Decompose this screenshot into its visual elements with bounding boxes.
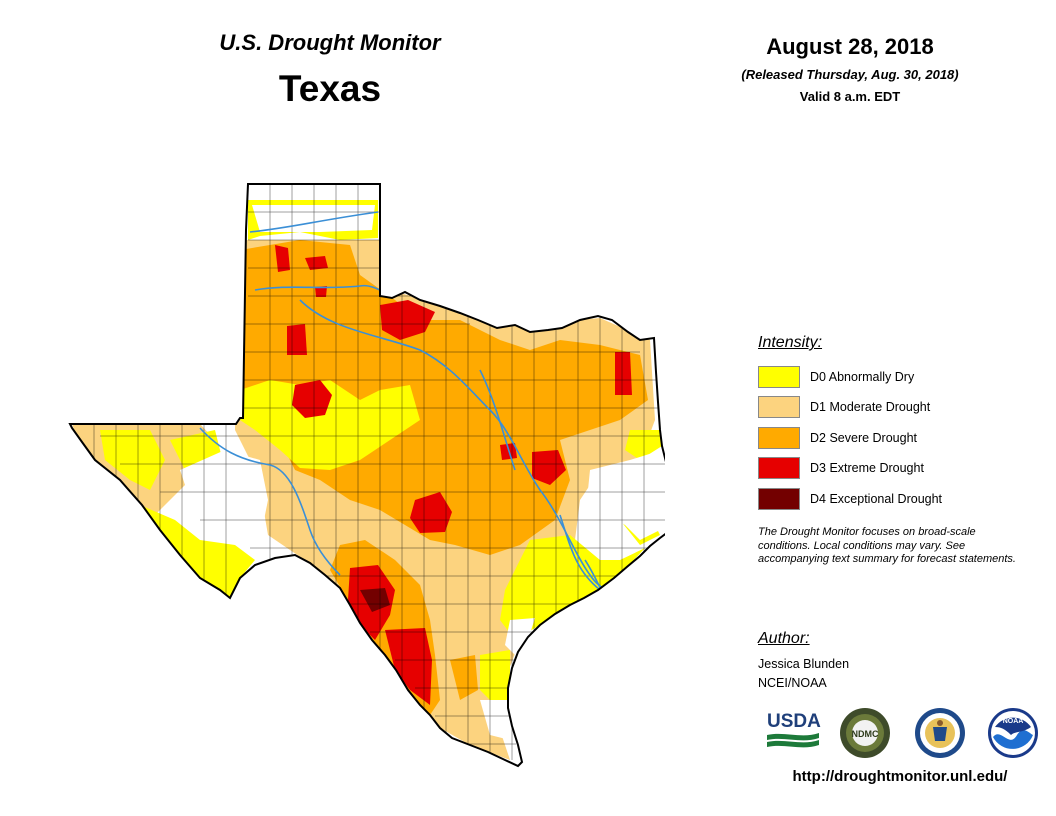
valid-time: Valid 8 a.m. EDT (799, 89, 901, 104)
d0-area (625, 430, 662, 460)
legend-item-d2: D2 Severe Drought (758, 427, 1018, 449)
legend-label: D0 Abnormally Dry (810, 370, 915, 384)
legend-label: D1 Moderate Drought (810, 400, 931, 414)
usda-logo[interactable]: USDA (767, 711, 821, 748)
d3-area (380, 300, 435, 340)
no-drought-area (180, 450, 268, 535)
legend-item-d4: D4 Exceptional Drought (758, 488, 1018, 510)
map-date: August 28, 2018 (766, 34, 934, 59)
legend-label: D3 Extreme Drought (810, 461, 924, 475)
d0-area (500, 535, 645, 640)
disclaimer-note: The Drought Monitor focuses on broad-sca… (758, 526, 1016, 565)
d2-area (450, 655, 478, 700)
noaa-logo[interactable]: NOAA (988, 708, 1038, 758)
release-date: (Released Thursday, Aug. 30, 2018) (741, 67, 959, 82)
legend-swatch-d1 (758, 396, 800, 418)
d3-area (305, 256, 328, 270)
no-drought-area (480, 700, 510, 740)
d3-area (315, 286, 327, 297)
author-heading: Author: (758, 630, 810, 647)
drought-areas (72, 200, 665, 760)
legend-swatch-d0 (758, 366, 800, 388)
legend-heading: Intensity: (758, 334, 823, 351)
d3-area (532, 450, 566, 485)
no-drought-area (588, 450, 665, 540)
d3-area (275, 245, 290, 272)
doc-seal[interactable] (915, 708, 965, 758)
monitor-title: U.S. Drought Monitor (219, 30, 441, 55)
svg-text:NOAA: NOAA (1003, 718, 1024, 725)
svg-text:USDA: USDA (767, 711, 821, 732)
author-org: NCEI/NOAA (758, 676, 827, 690)
svg-text:NDMC: NDMC (852, 729, 879, 739)
d3-area (410, 492, 452, 533)
d3-area (385, 628, 432, 705)
state-title: Texas (278, 68, 382, 109)
partner-logos: USDA NDMC NOAA (765, 705, 1045, 761)
legend-item-d3: D3 Extreme Drought (758, 457, 1018, 479)
d3-area (615, 352, 632, 395)
author-name: Jessica Blunden (758, 657, 850, 671)
legend-item-d0: D0 Abnormally Dry (758, 366, 1018, 388)
d0-area (480, 650, 510, 705)
d4-area (360, 588, 390, 612)
d3-area (292, 380, 332, 418)
legend-label: D2 Severe Drought (810, 431, 918, 445)
legend-item-d1: D1 Moderate Drought (758, 396, 1018, 418)
county-lines (93, 184, 665, 760)
legend-swatch-d4 (758, 488, 800, 510)
legend-label: D4 Exceptional Drought (810, 492, 943, 506)
legend-swatch-d2 (758, 427, 800, 449)
no-drought-area (252, 205, 375, 232)
website-url[interactable]: http://droughtmonitor.unl.edu/ (792, 768, 1008, 785)
d0-area (240, 380, 420, 470)
ndmc-logo[interactable]: NDMC (840, 708, 890, 758)
d3-area (287, 324, 307, 355)
no-drought-area (505, 618, 535, 655)
texas-drought-map (65, 178, 665, 778)
legend-swatch-d3 (758, 457, 800, 479)
